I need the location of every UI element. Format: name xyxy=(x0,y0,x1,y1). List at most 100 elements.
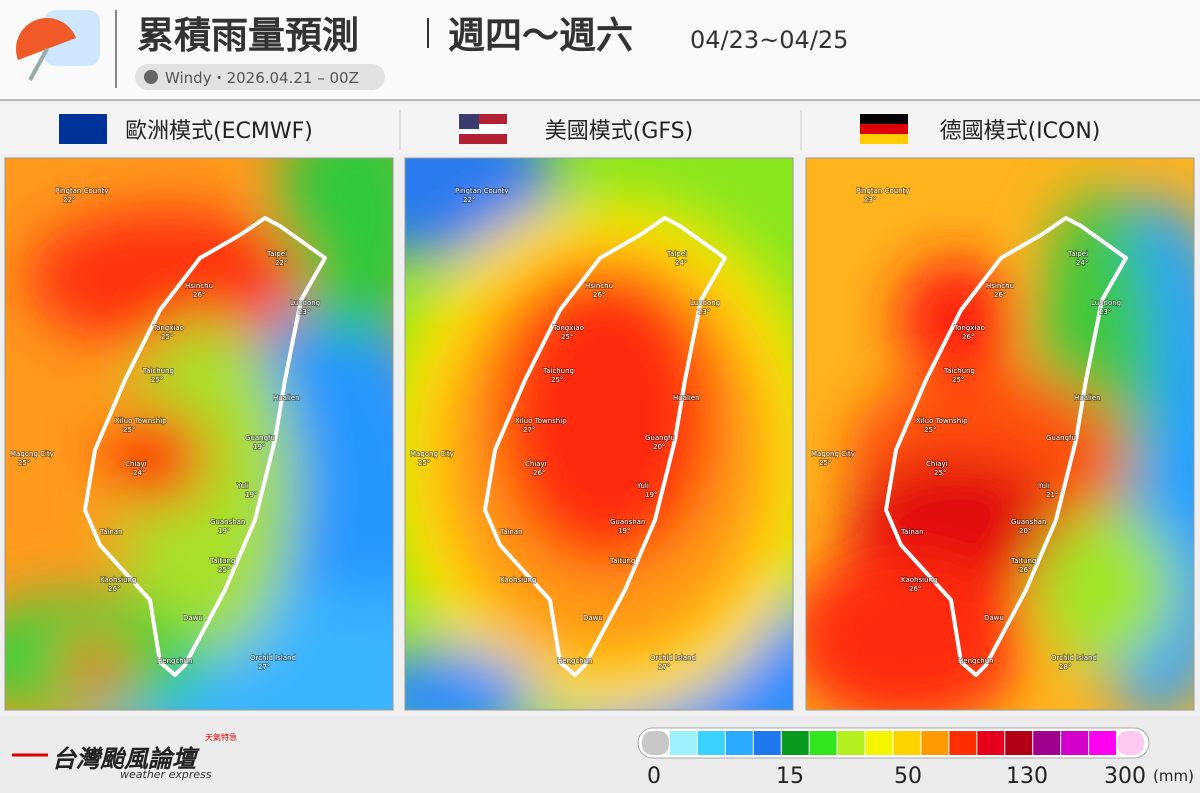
city-name: Guanshan xyxy=(1011,518,1046,526)
legend-cell xyxy=(949,731,977,755)
city-temp: 23° xyxy=(698,308,710,316)
city-name: Taipei xyxy=(666,250,687,258)
map: Pingtan County22°Taipei24°Hsinchu26°Luod… xyxy=(405,158,793,710)
city-name: Tainan xyxy=(900,528,924,536)
city-temp: 25° xyxy=(561,333,573,341)
city-name: Orchid Island xyxy=(1051,654,1097,662)
city-temp: 26° xyxy=(994,291,1006,299)
flag-stripe xyxy=(860,124,908,134)
city-name: Hengchun xyxy=(958,657,994,665)
panel-label: 美國模式(GFS) xyxy=(545,119,693,144)
taiwan-outline xyxy=(483,216,727,677)
legend-unit: (mm) xyxy=(1153,767,1194,785)
city-name: Taichung xyxy=(142,367,174,375)
city-temp: 25° xyxy=(123,426,135,434)
city-name: Kaohsiung xyxy=(500,576,536,584)
city-temp: 25° xyxy=(952,376,964,384)
legend-cell xyxy=(893,731,921,755)
city-name: Magong City xyxy=(10,450,54,458)
city-name: Pingtan County xyxy=(455,187,509,195)
city-temp: 26° xyxy=(909,585,921,593)
legend-cell xyxy=(921,731,949,755)
city-name: Kaohsiung xyxy=(100,576,136,584)
legend-cell xyxy=(809,731,837,755)
city-name: Hsinchu xyxy=(185,282,213,290)
city-temp: 25° xyxy=(418,459,430,467)
footer-logo: 台灣颱風論壇 天氣特急 weather express xyxy=(12,732,237,781)
city-name: Taipei xyxy=(1067,250,1088,258)
panel-label: 德國模式(ICON) xyxy=(940,119,1101,144)
logo-sub: weather express xyxy=(120,768,212,781)
legend-tick: 15 xyxy=(776,764,804,789)
city-name: Luodong xyxy=(690,299,720,307)
city-name: Magong City xyxy=(811,450,855,458)
flag xyxy=(860,114,908,144)
rain-field xyxy=(5,158,393,710)
city-name: Hualien xyxy=(1074,394,1101,402)
city-temp: 25° xyxy=(18,459,30,467)
city-temp: 24° xyxy=(1076,259,1088,267)
rain-area xyxy=(55,643,135,693)
city-temp: 25° xyxy=(161,333,173,341)
city-temp: 20° xyxy=(653,443,665,451)
flag-stripe xyxy=(59,124,107,134)
flag-stripe xyxy=(59,134,107,144)
city-temp: 22° xyxy=(63,196,75,204)
legend-cell xyxy=(642,731,669,755)
legend-cell xyxy=(1117,731,1144,755)
panel-label: 歐洲模式(ECMWF) xyxy=(125,119,313,144)
map: Pingtan County23°Taipei24°Hsinchu26°Luod… xyxy=(806,158,1194,710)
map-frame xyxy=(805,157,1195,711)
city-temp: 19° xyxy=(618,527,630,535)
city-name: Xiluo Township xyxy=(515,417,567,425)
legend-cell xyxy=(753,731,781,755)
city-temp: 26° xyxy=(193,291,205,299)
legend-cell xyxy=(669,731,697,755)
city-temp: 25° xyxy=(151,376,163,384)
city-name: Yuli xyxy=(636,482,649,490)
legend-cell xyxy=(697,731,725,755)
legend-tick: 0 xyxy=(647,764,661,789)
city-name: Pingtan County xyxy=(55,187,109,195)
city-name: Pingtan County xyxy=(856,187,910,195)
flag xyxy=(59,114,107,144)
logo-icon xyxy=(15,10,100,81)
city-name: Hengchun xyxy=(557,657,593,665)
city-temp: 19° xyxy=(253,443,265,451)
city-temp: 27° xyxy=(258,663,270,671)
flag-stripe xyxy=(59,114,107,124)
legend-cell xyxy=(977,731,1005,755)
city-name: Taitung xyxy=(209,557,235,565)
flag xyxy=(459,114,507,144)
legend-cell xyxy=(1033,731,1061,755)
city-name: Chiayi xyxy=(525,460,547,468)
city-name: Tongxiao xyxy=(152,324,184,332)
city-name: Taitung xyxy=(609,557,635,565)
city-temp: 23° xyxy=(298,308,310,316)
rain-area xyxy=(405,648,535,710)
city-name: Hengchun xyxy=(157,657,193,665)
city-temp: 25° xyxy=(924,426,936,434)
city-temp: 26° xyxy=(108,585,120,593)
city-temp: 22° xyxy=(463,196,475,204)
logo-text: 台灣颱風論壇 xyxy=(52,745,200,773)
legend-cell xyxy=(837,731,865,755)
city-temp: 23° xyxy=(1099,308,1111,316)
period: 週四～週六 xyxy=(448,14,633,57)
city-name: Tongxiao xyxy=(552,324,584,332)
city-name: Luodong xyxy=(1091,299,1121,307)
city-temp: 19° xyxy=(245,491,257,499)
map-frame xyxy=(404,157,794,711)
legend-tick: 300 xyxy=(1104,764,1146,789)
city-temp: 27° xyxy=(523,426,535,434)
city-name: Orchid Island xyxy=(250,654,296,662)
city-temp: 25° xyxy=(218,566,230,574)
city-temp: 24° xyxy=(133,469,145,477)
city-name: Yuli xyxy=(236,482,249,490)
city-name: Tongxiao xyxy=(953,324,985,332)
city-name: Chiayi xyxy=(125,460,147,468)
city-name: Luodong xyxy=(290,299,320,307)
city-name: Xiluo Township xyxy=(115,417,167,425)
city-temp: 26° xyxy=(533,469,545,477)
city-temp: 19° xyxy=(218,527,230,535)
